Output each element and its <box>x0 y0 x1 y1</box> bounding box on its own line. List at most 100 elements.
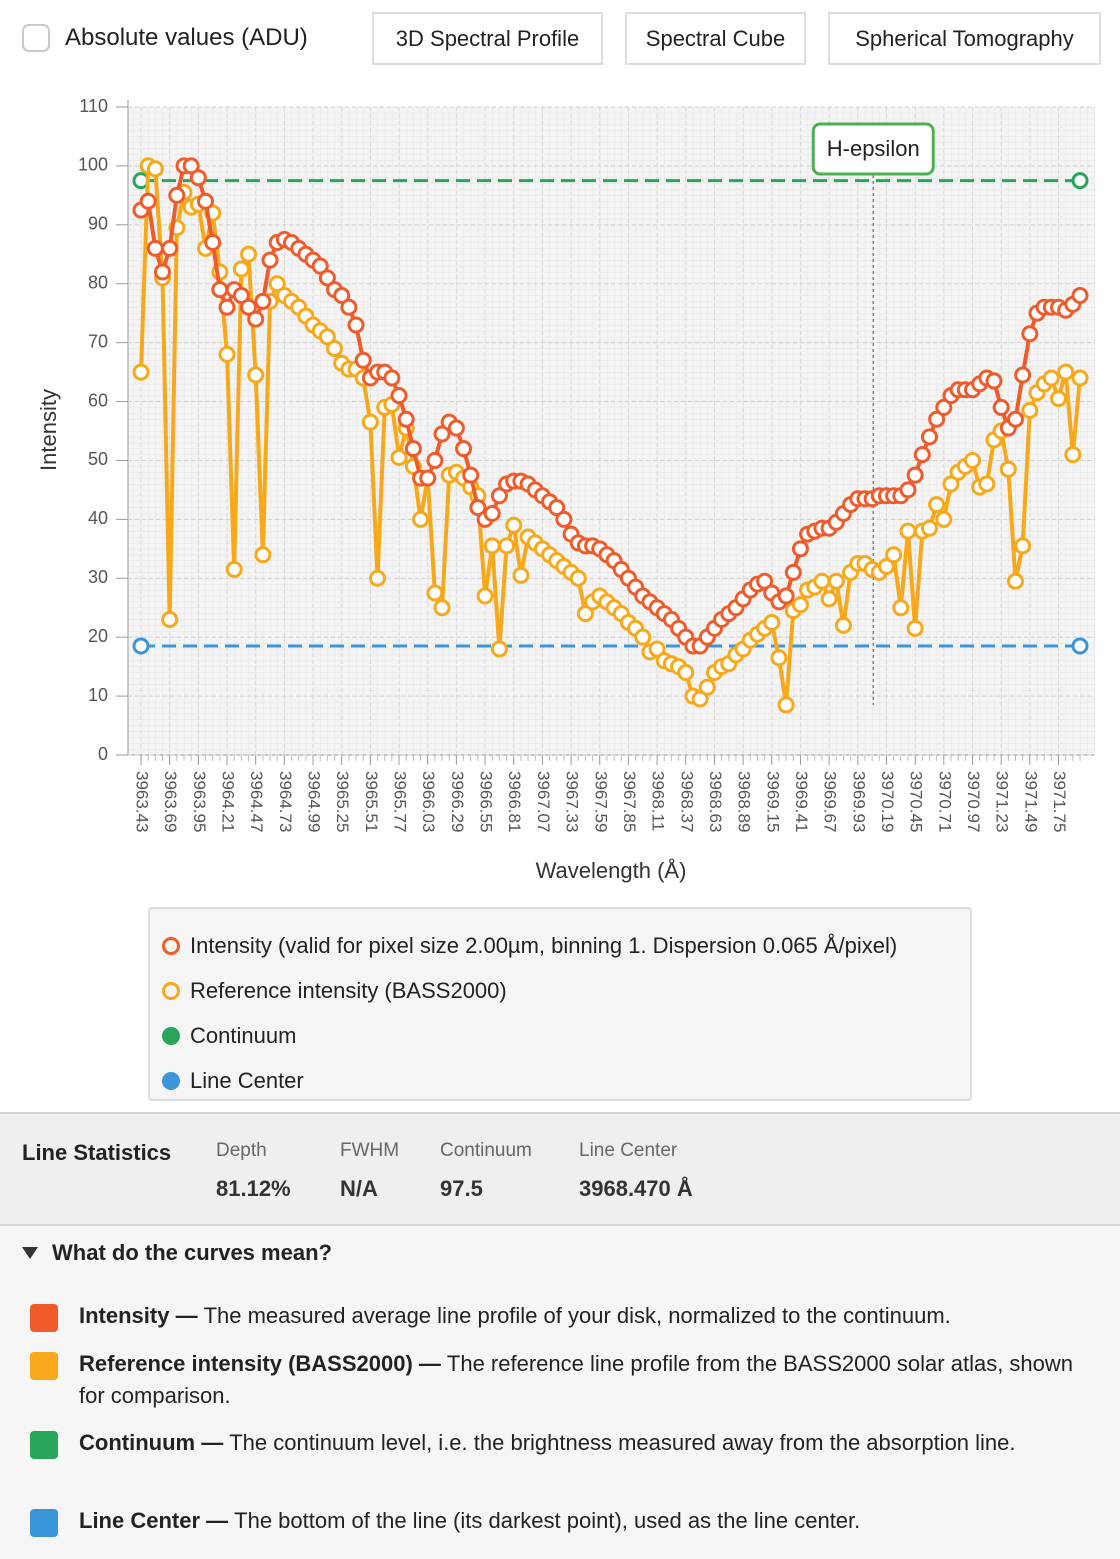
x-tick-label: 3968.89 <box>735 771 754 832</box>
explanation-text: Intensity — The measured average line pro… <box>79 1300 951 1332</box>
color-swatch <box>30 1431 58 1459</box>
stat-label: Depth <box>216 1140 267 1161</box>
point <box>268 275 286 293</box>
point <box>978 475 996 493</box>
x-tick-label: 3969.67 <box>821 771 840 832</box>
point <box>397 410 415 428</box>
explanation-text: Reference intensity (BASS2000) — The refe… <box>79 1348 1090 1412</box>
point <box>490 640 508 658</box>
x-axis-title: Wavelength (Å) <box>536 858 687 883</box>
color-swatch <box>30 1352 58 1380</box>
point <box>361 413 379 431</box>
point <box>698 678 716 696</box>
checkbox-label[interactable]: Absolute values (ADU) <box>65 24 308 51</box>
point <box>877 557 895 575</box>
point <box>920 519 938 537</box>
x-tick-label: 3971.23 <box>993 771 1012 832</box>
point <box>935 398 953 416</box>
y-tick-label: 90 <box>88 214 108 234</box>
x-tick-label: 3968.63 <box>706 771 725 832</box>
button[interactable]: Spectral Cube <box>625 12 806 65</box>
x-tick-label: 3964.21 <box>219 771 238 832</box>
explanation-text: Continuum — The continuum level, i.e. the… <box>79 1427 1016 1459</box>
point <box>182 157 200 175</box>
chart: Intensity Wavelength (Å) 0 10 20 30 40 50 60 70… <box>36 96 1095 883</box>
point <box>247 310 265 328</box>
point <box>899 522 917 540</box>
x-tick-label: 3969.41 <box>792 771 811 832</box>
x-tick-label: 3965.77 <box>391 771 410 832</box>
x-tick-label: 3966.03 <box>419 771 438 832</box>
point <box>648 640 666 658</box>
point <box>132 363 150 381</box>
point <box>419 469 437 487</box>
point <box>218 298 236 316</box>
reference-point <box>132 637 150 655</box>
point <box>942 475 960 493</box>
explanation-text: Line Center — The bottom of the line (its… <box>79 1505 860 1537</box>
legend-marker <box>162 1026 180 1045</box>
stats-title: Line Statistics <box>22 1140 172 1165</box>
button[interactable]: 3D Spectral Profile <box>372 12 603 65</box>
point <box>426 584 444 602</box>
y-tick-label: 110 <box>79 96 108 116</box>
point <box>791 540 809 558</box>
legend: Intensity (valid for pixel size 2.00µm, … <box>148 907 972 1101</box>
point <box>928 496 946 514</box>
point <box>899 481 917 499</box>
legend-marker <box>162 1071 180 1090</box>
x-tick-label: 3968.37 <box>677 771 696 832</box>
point <box>218 345 236 363</box>
point <box>204 233 222 251</box>
point <box>447 419 465 437</box>
legend-label: Intensity (valid for pixel size 2.00µm, … <box>190 932 898 958</box>
x-tick-label: 3966.55 <box>477 771 496 832</box>
explanation-summary[interactable]: What do the curves mean? <box>52 1240 332 1265</box>
point <box>906 619 924 637</box>
stat-value: 97.5 <box>440 1176 483 1201</box>
x-tick-label: 3968.11 <box>649 771 668 831</box>
point <box>913 446 931 464</box>
button[interactable]: Spherical Tomography <box>828 12 1101 65</box>
y-tick-label: 70 <box>88 331 108 351</box>
legend-item: Intensity (valid for pixel size 2.00µm, … <box>150 923 970 968</box>
explanation-term: Continuum — <box>79 1430 224 1455</box>
y-tick-label: 60 <box>88 390 108 410</box>
point <box>139 192 157 210</box>
annotation-label: H-epsilon <box>827 136 920 161</box>
point <box>820 590 838 608</box>
y-tick-label: 80 <box>88 272 108 292</box>
explanation-term: Intensity — <box>79 1303 198 1328</box>
point <box>1049 390 1067 408</box>
point <box>548 499 566 517</box>
point <box>490 487 508 505</box>
disclosure-triangle[interactable] <box>22 1247 38 1259</box>
point <box>777 696 795 714</box>
checkbox[interactable] <box>22 24 50 52</box>
point <box>1071 287 1089 305</box>
stat-label: Line Center <box>579 1140 678 1161</box>
x-tick-label: 3966.29 <box>448 771 467 832</box>
point <box>928 410 946 428</box>
x-tick-label: 3967.33 <box>563 771 582 832</box>
point <box>1006 410 1024 428</box>
reference-point <box>1071 172 1089 190</box>
point <box>498 537 516 555</box>
point <box>189 169 207 187</box>
point <box>892 599 910 617</box>
point <box>469 499 487 517</box>
point <box>763 613 781 631</box>
point <box>232 260 250 278</box>
point <box>211 281 229 299</box>
point <box>505 516 523 534</box>
explanation-description: The continuum level, i.e. the brightness… <box>229 1430 1016 1455</box>
stat-label: FWHM <box>340 1140 400 1161</box>
legend-label: Line Center <box>190 1067 304 1093</box>
point <box>777 587 795 605</box>
stat-label: Continuum <box>440 1140 532 1161</box>
point <box>318 328 336 346</box>
point <box>1006 572 1024 590</box>
y-tick-label: 0 <box>98 744 108 764</box>
y-tick-label: 10 <box>88 685 108 705</box>
point <box>261 251 279 269</box>
